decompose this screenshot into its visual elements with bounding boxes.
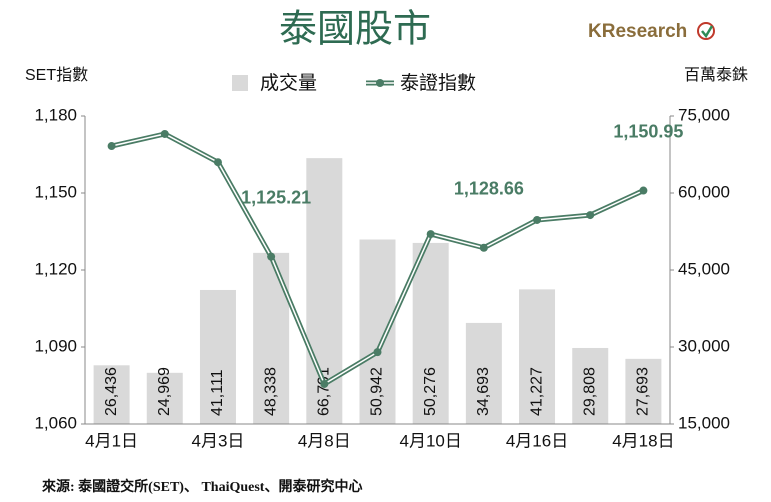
x-tick-label: 4月16日 (506, 431, 568, 450)
y2-tick-label: 30,000 (678, 336, 730, 355)
y2-tick-label: 45,000 (678, 259, 730, 278)
bar (572, 347, 609, 424)
line-point (426, 230, 435, 239)
bar (359, 239, 396, 424)
line-value-label: 1,128.66 (454, 179, 524, 199)
bar-value-label: 26,436 (103, 367, 120, 416)
x-tick-label: 4月3日 (191, 431, 244, 450)
y2-tick-label: 60,000 (678, 182, 730, 201)
bar (412, 242, 449, 424)
x-tick-label: 4月1日 (85, 431, 138, 450)
x-tick-label: 4月10日 (399, 431, 461, 450)
line-value-label: 1,125.21 (241, 187, 311, 207)
x-tick-label: 4月18日 (612, 431, 674, 450)
line-point (320, 379, 329, 388)
line-point (373, 348, 382, 357)
y-tick-label: 1,090 (34, 336, 77, 355)
chart-title: 泰國股市 (279, 9, 431, 51)
line-point (533, 215, 542, 224)
bar (465, 322, 502, 424)
legend-label: 成交量 (260, 72, 317, 94)
brand: KResearch (588, 21, 687, 42)
x-tick-label: 4月8日 (298, 431, 351, 450)
bar-value-label: 41,227 (528, 367, 545, 416)
bar (93, 365, 130, 424)
line-point (586, 211, 595, 220)
y2-tick-label: 75,000 (678, 105, 730, 124)
bar-value-label: 41,111 (209, 369, 226, 416)
bar-value-label: 29,808 (581, 367, 598, 416)
bar (519, 289, 556, 424)
y2-tick-label: 15,000 (678, 413, 730, 432)
y-tick-label: 1,180 (34, 105, 77, 124)
bar-value-label: 27,693 (635, 367, 652, 416)
line-point (213, 158, 222, 167)
brand-icon-check (701, 25, 714, 39)
line-point (479, 243, 488, 252)
bar-value-label: 50,942 (369, 367, 386, 416)
bar (625, 358, 662, 424)
bar-value-label: 34,693 (475, 367, 492, 416)
source-note: 來源: 泰國證交所(SET)、 ThaiQuest、開泰研究中心 (42, 478, 362, 495)
y-axis-title: SET指數 (25, 66, 88, 84)
legend-swatch (232, 75, 248, 91)
bar-value-label: 48,338 (262, 367, 279, 416)
bar (199, 289, 236, 424)
line-point (267, 252, 276, 261)
y2-axis-title: 百萬泰銖 (684, 66, 748, 84)
bar-value-label: 50,276 (422, 367, 439, 416)
bar (146, 372, 183, 424)
legend-swatch-point (376, 79, 384, 87)
y-tick-label: 1,150 (34, 182, 77, 201)
legend-label: 泰證指數 (400, 72, 476, 94)
line-point (160, 129, 169, 138)
line-point (639, 186, 648, 195)
line-value-label: 1,150.95 (613, 121, 683, 141)
bar-value-label: 24,969 (156, 367, 173, 416)
y-tick-label: 1,060 (34, 413, 77, 432)
y-tick-label: 1,120 (34, 259, 77, 278)
line-point (107, 142, 116, 151)
